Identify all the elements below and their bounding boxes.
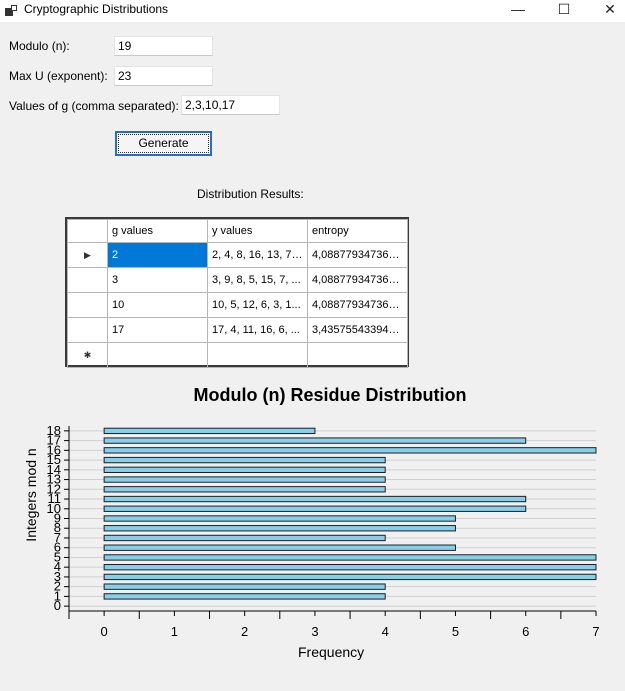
y-tick-label: 14 [47, 462, 61, 477]
y-axis-label: Integers mod n [23, 448, 39, 542]
chart-title: Modulo (n) Residue Distribution [193, 385, 467, 405]
new-cell-y[interactable] [207, 342, 308, 368]
x-tick-label: 2 [241, 624, 248, 639]
cell-entropy[interactable]: 4,088779347361... [307, 292, 408, 318]
table-row[interactable]: 10 10, 5, 12, 6, 3, 1... 4,088779347361.… [67, 292, 408, 318]
bar [103, 505, 527, 512]
y-tick-label: 0 [54, 598, 61, 613]
y-tick-label: 18 [47, 423, 61, 438]
window-title: Cryptographic Distributions [24, 2, 169, 16]
title-bar: Cryptographic Distributions — ☐ ✕ [0, 0, 625, 22]
y-tick-label: 15 [47, 452, 61, 467]
bar [103, 573, 597, 581]
new-cell-g[interactable] [107, 342, 208, 368]
bar [103, 525, 456, 532]
bar [103, 476, 386, 483]
x-tick-label: 3 [311, 624, 318, 639]
bar [103, 515, 456, 522]
y-tick-label: 7 [54, 530, 61, 545]
generate-button[interactable]: Generate [115, 131, 212, 156]
bar [103, 456, 386, 464]
close-button[interactable]: ✕ [604, 1, 616, 17]
bar [103, 437, 527, 444]
col-header-y[interactable]: y values [207, 219, 308, 243]
cell-g[interactable]: 2 [107, 242, 208, 268]
cell-g[interactable]: 17 [107, 317, 208, 343]
app-icon [5, 5, 17, 16]
y-tick-label: 4 [54, 559, 61, 574]
bar [103, 466, 386, 473]
max-u-input[interactable]: 23 [114, 66, 213, 86]
new-row-icon[interactable]: ✱ [67, 342, 108, 368]
bar [103, 593, 386, 600]
y-tick-label: 17 [47, 433, 61, 448]
g-values-input[interactable]: 2,3,10,17 [181, 95, 280, 115]
table-row[interactable]: 17 17, 4, 11, 16, 6, ... 3,435755433941.… [67, 317, 408, 343]
new-row[interactable]: ✱ [67, 342, 408, 368]
y-tick-label: 16 [47, 442, 61, 457]
y-tick-label: 9 [54, 511, 61, 526]
bar [103, 486, 386, 493]
grid-header-row: g values y values entropy [67, 219, 408, 243]
x-tick-label: 7 [592, 624, 599, 639]
bar [103, 534, 386, 542]
results-grid[interactable]: g values y values entropy ▶ 2 2, 4, 8, 1… [65, 217, 409, 368]
bar [103, 554, 597, 561]
maximize-button[interactable]: ☐ [557, 1, 571, 17]
y-tick-label: 5 [54, 549, 61, 564]
y-tick-label: 11 [48, 491, 62, 506]
bar [103, 583, 386, 590]
y-tick-label: 6 [54, 540, 61, 555]
bar [103, 564, 597, 571]
max-u-label: Max U (exponent): [9, 69, 108, 83]
y-tick-label: 1 [54, 588, 61, 603]
x-tick-label: 6 [522, 624, 529, 639]
x-axis-label: Frequency [298, 644, 365, 660]
x-tick-label: 4 [382, 624, 389, 639]
bar [103, 495, 527, 503]
y-tick-label: 3 [54, 569, 61, 584]
new-cell-entropy[interactable] [307, 342, 408, 368]
bar [103, 427, 316, 435]
y-tick-label: 10 [47, 501, 61, 516]
cell-y[interactable]: 17, 4, 11, 16, 6, ... [207, 317, 308, 343]
modulo-label: Modulo (n): [9, 39, 70, 53]
results-label: Distribution Results: [197, 187, 304, 201]
y-tick-label: 12 [47, 481, 61, 496]
modulo-input[interactable]: 19 [114, 36, 213, 56]
y-tick-label: 13 [47, 472, 61, 487]
minimize-button[interactable]: — [511, 1, 525, 17]
row-header[interactable] [67, 267, 108, 293]
bar [103, 447, 597, 454]
x-tick-label: 0 [101, 624, 108, 639]
g-values-label: Values of g (comma separated): [9, 99, 179, 113]
x-tick-label: 5 [452, 624, 459, 639]
bar [103, 544, 456, 551]
y-tick-label: 2 [54, 579, 61, 594]
x-tick-label: 1 [171, 624, 178, 639]
y-tick-label: 8 [54, 520, 61, 535]
